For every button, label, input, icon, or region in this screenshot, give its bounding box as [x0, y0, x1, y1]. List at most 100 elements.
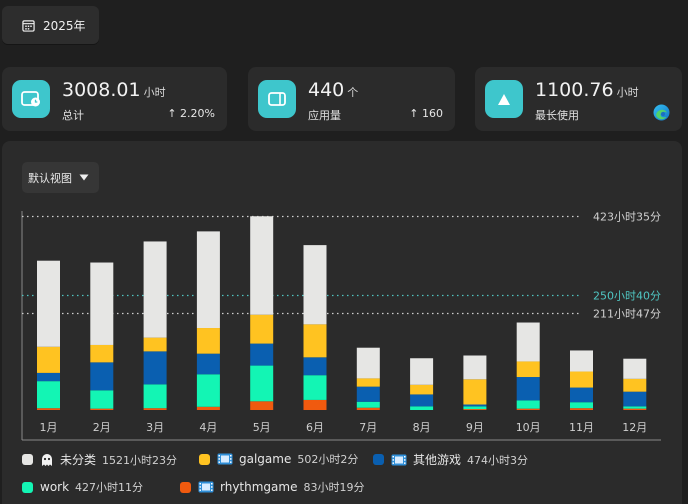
legend-total-work: 427小时11分 — [75, 481, 144, 494]
bar-segment-rhythmgame — [250, 401, 274, 410]
bar-segment-rhythmgame — [143, 408, 167, 410]
bar-segment-uncategorized — [570, 350, 593, 372]
legend-item-other-games[interactable]: 其他游戏 474小时3分 — [373, 451, 528, 468]
legend-total-galgame: 502小时2分 — [297, 453, 359, 466]
legend-total-rhythmgame: 83小时19分 — [303, 481, 365, 494]
bar-segment-other_games — [623, 391, 647, 407]
legend-item-galgame[interactable]: galgame 502小时2分 — [199, 451, 358, 467]
bar-segment-work — [196, 374, 220, 407]
bar-segment-work — [356, 401, 380, 408]
film-icon — [217, 453, 233, 465]
bar-segment-rhythmgame — [356, 407, 380, 410]
x-tick-label: 11月 — [569, 421, 594, 434]
legend-item-work[interactable]: work 427小时11分 — [22, 479, 143, 495]
bar-segment-uncategorized — [303, 245, 327, 325]
bar-segment-work — [410, 406, 434, 410]
legend-name-work: work — [40, 480, 70, 494]
legend-item-rhythmgame[interactable]: rhythmgame 83小时19分 — [180, 479, 364, 495]
legend-total-other-games: 474小时3分 — [467, 453, 529, 467]
film-icon — [198, 481, 214, 493]
legend-swatch-rhythmgame — [180, 481, 191, 493]
bar-segment-galgame — [570, 371, 593, 388]
bar-segment-uncategorized — [250, 216, 274, 315]
edge-browser-icon — [653, 104, 670, 121]
view-selector-dropdown[interactable]: 默认视图 — [22, 162, 99, 193]
bar-segment-galgame — [196, 328, 220, 354]
app-count-label: 应用量 — [308, 109, 341, 122]
arrow-up-icon: ↑ — [167, 107, 177, 120]
x-tick-label: 1月 — [40, 421, 58, 434]
x-tick-label: 4月 — [199, 421, 217, 434]
bar-segment-galgame — [37, 346, 60, 373]
bar-segment-other_games — [90, 362, 114, 391]
x-tick-label: 10月 — [516, 421, 541, 434]
bar-segment-other_games — [410, 394, 434, 407]
bar-segment-other_games — [356, 386, 380, 402]
triangle-icon — [485, 80, 523, 118]
bar-segment-uncategorized — [410, 358, 434, 385]
bar-segment-uncategorized — [623, 358, 647, 379]
bar-segment-rhythmgame — [37, 408, 60, 410]
x-tick-label: 9月 — [466, 421, 484, 434]
legend-name-uncategorized: 未分类 — [60, 453, 97, 467]
app-count-value: 440 个 — [308, 79, 359, 101]
x-tick-label: 8月 — [413, 421, 431, 434]
bar-segment-rhythmgame — [570, 408, 593, 410]
bar-segment-uncategorized — [143, 241, 167, 338]
total-time-delta: ↑ 2.20% — [167, 107, 215, 120]
bar-segment-other_games — [570, 387, 593, 403]
film-icon — [391, 454, 407, 466]
bar-segment-other_games — [143, 351, 167, 385]
bar-segment-other_games — [303, 357, 327, 376]
app-window-icon — [258, 80, 296, 118]
bar-segment-galgame — [143, 337, 167, 352]
year-selector-button[interactable]: 2025年 — [2, 6, 99, 44]
chart-panel: 默认视图 — [2, 141, 682, 504]
bar-segment-uncategorized — [90, 262, 114, 345]
bar-segment-uncategorized — [463, 355, 487, 380]
legend-swatch-other-games — [373, 454, 384, 465]
bar-segment-rhythmgame — [303, 399, 327, 410]
bar-segment-rhythmgame — [196, 406, 220, 410]
bar-segment-rhythmgame — [90, 408, 114, 410]
bar-segment-work — [143, 384, 167, 409]
total-time-value: 3008.01 小时 — [62, 79, 166, 101]
bar-segment-galgame — [410, 384, 434, 395]
bar-segment-galgame — [623, 378, 647, 392]
total-time-label: 总计 — [62, 109, 84, 122]
clock-icon — [12, 80, 50, 118]
x-tick-label: 5月 — [253, 421, 271, 434]
legend-swatch-uncategorized — [22, 454, 33, 465]
longest-use-value: 1100.76 小时 — [535, 79, 639, 101]
view-selector-label: 默认视图 — [28, 171, 72, 185]
legend-swatch-galgame — [199, 453, 210, 465]
x-tick-label: 7月 — [359, 421, 377, 434]
total-time-card: 3008.01 小时 总计 ↑ 2.20% — [2, 67, 227, 131]
bar-segment-rhythmgame — [516, 408, 540, 410]
bar-segment-other_games — [250, 343, 274, 366]
bar-segment-work — [37, 381, 60, 409]
bar-segment-work — [250, 365, 274, 402]
reference-label-average: 250小时40分 — [593, 290, 661, 303]
bar-segment-galgame — [516, 361, 540, 378]
bar-segment-work — [463, 406, 487, 410]
legend-name-galgame: galgame — [239, 452, 292, 466]
bar-segment-uncategorized — [516, 322, 540, 362]
app-count-delta: ↑ 160 — [409, 107, 443, 120]
reference-label-max: 423小时35分 — [593, 211, 661, 224]
bar-segment-uncategorized — [356, 347, 380, 379]
bar-segment-other_games — [37, 372, 60, 382]
app-count-card: 440 个 应用量 ↑ 160 — [248, 67, 455, 131]
longest-use-card: 1100.76 小时 最长使用 — [475, 67, 682, 131]
bar-segment-work — [623, 406, 647, 409]
legend-item-uncategorized[interactable]: 未分类 1521小时23分 — [22, 451, 177, 468]
arrow-up-icon: ↑ — [409, 107, 419, 120]
ghost-icon — [40, 453, 54, 467]
bar-segment-work — [90, 390, 114, 409]
legend-name-other-games: 其他游戏 — [413, 453, 462, 467]
bar-segment-galgame — [250, 314, 274, 344]
bar-segment-uncategorized — [37, 260, 60, 347]
x-tick-label: 12月 — [622, 421, 647, 434]
legend-name-rhythmgame: rhythmgame — [220, 480, 298, 494]
